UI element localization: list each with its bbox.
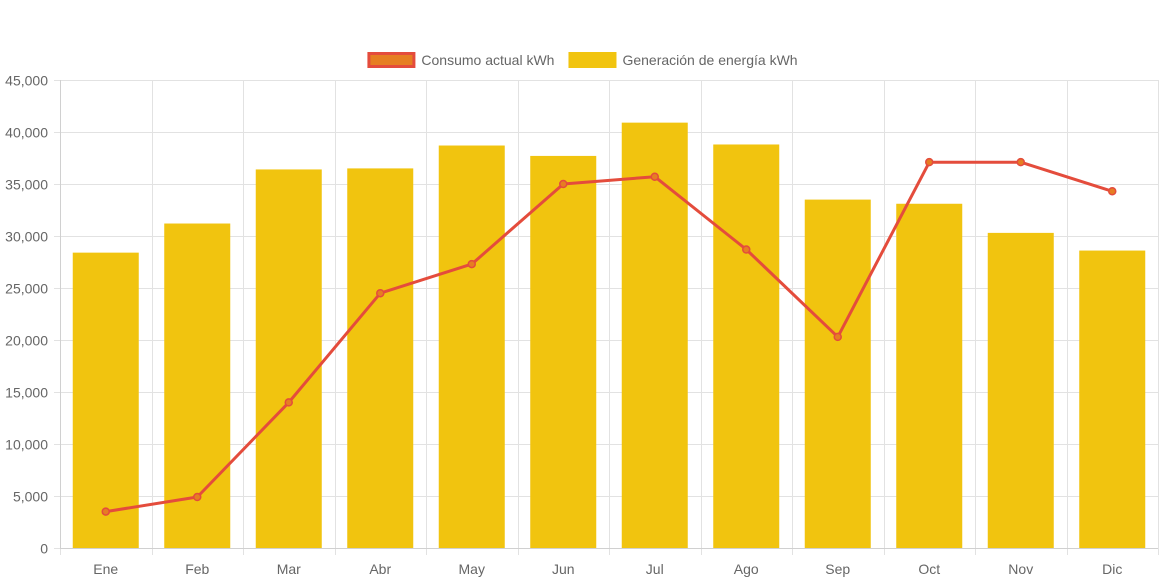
x-tick-label: Mar: [277, 561, 301, 577]
bar-generacion-mar[interactable]: [255, 169, 322, 548]
bar-generacion-may[interactable]: [438, 145, 505, 548]
y-tick-label: 35,000: [5, 177, 48, 193]
legend-swatch: [568, 52, 617, 68]
line-series-layer: [101, 157, 1117, 516]
point-consumo-jul[interactable]: [650, 172, 659, 181]
point-consumo-ago[interactable]: [742, 245, 751, 254]
point-consumo-dic[interactable]: [1108, 187, 1117, 196]
axes: 0 5,000 10,000 15,000 20,000 25,000 30,000 35,0…: [5, 73, 1158, 577]
legend-item-generacion[interactable]: Generación de energía kWh: [568, 52, 798, 68]
grid: [54, 80, 1159, 555]
y-tick-label: 20,000: [5, 333, 48, 349]
y-tick-label: 45,000: [5, 73, 48, 89]
x-tick-label: Jul: [646, 561, 664, 577]
point-consumo-may[interactable]: [467, 259, 476, 269]
point-consumo-oct[interactable]: [925, 157, 934, 167]
x-tick-label: May: [459, 561, 485, 577]
bar-generacion-jun[interactable]: [530, 155, 597, 549]
x-tick-label: Feb: [185, 561, 209, 577]
legend-label: Consumo actual kWh: [421, 52, 554, 68]
legend-label: Generación de energía kWh: [622, 52, 797, 68]
x-tick-label: Ago: [734, 561, 759, 577]
y-tick-label: 10,000: [5, 437, 48, 453]
bar-generacion-dic[interactable]: [1079, 250, 1146, 548]
x-tick-label: Oct: [918, 561, 940, 577]
x-tick-label: Sep: [825, 561, 850, 577]
x-tick-label: Dic: [1102, 561, 1122, 577]
line-consumo: [105, 160, 1113, 514]
point-consumo-abr[interactable]: [376, 288, 385, 298]
legend[interactable]: Consumo actual kWh Generación de energía …: [367, 52, 798, 68]
bar-generacion-jul[interactable]: [621, 122, 688, 548]
x-tick-label: Nov: [1008, 561, 1033, 577]
y-tick-label: 5,000: [13, 489, 48, 505]
bar-generacion-abr[interactable]: [347, 168, 414, 548]
x-tick-label: Ene: [93, 561, 118, 577]
point-consumo-nov[interactable]: [1016, 157, 1025, 167]
x-tick-label: Jun: [552, 561, 575, 577]
bar-generacion-sep[interactable]: [804, 199, 871, 548]
point-consumo-feb[interactable]: [193, 492, 202, 502]
bar-series-layer: [72, 122, 1146, 549]
y-tick-label: 25,000: [5, 281, 48, 297]
bar-generacion-ago[interactable]: [713, 144, 780, 549]
point-consumo-jun[interactable]: [559, 179, 568, 189]
x-tick-label: Abr: [369, 561, 391, 577]
bar-generacion-ene[interactable]: [72, 252, 139, 548]
y-tick-label: 0: [40, 541, 48, 557]
bar-generacion-oct[interactable]: [896, 203, 963, 548]
legend-item-consumo[interactable]: Consumo actual kWh: [367, 52, 555, 68]
y-tick-label: 40,000: [5, 125, 48, 141]
y-tick-label: 30,000: [5, 229, 48, 245]
point-consumo-ene[interactable]: [101, 507, 110, 516]
point-consumo-mar[interactable]: [284, 398, 293, 407]
bar-generacion-nov[interactable]: [987, 232, 1054, 548]
point-consumo-sep[interactable]: [833, 332, 842, 342]
y-tick-label: 15,000: [5, 385, 48, 401]
legend-swatch: [367, 52, 416, 68]
